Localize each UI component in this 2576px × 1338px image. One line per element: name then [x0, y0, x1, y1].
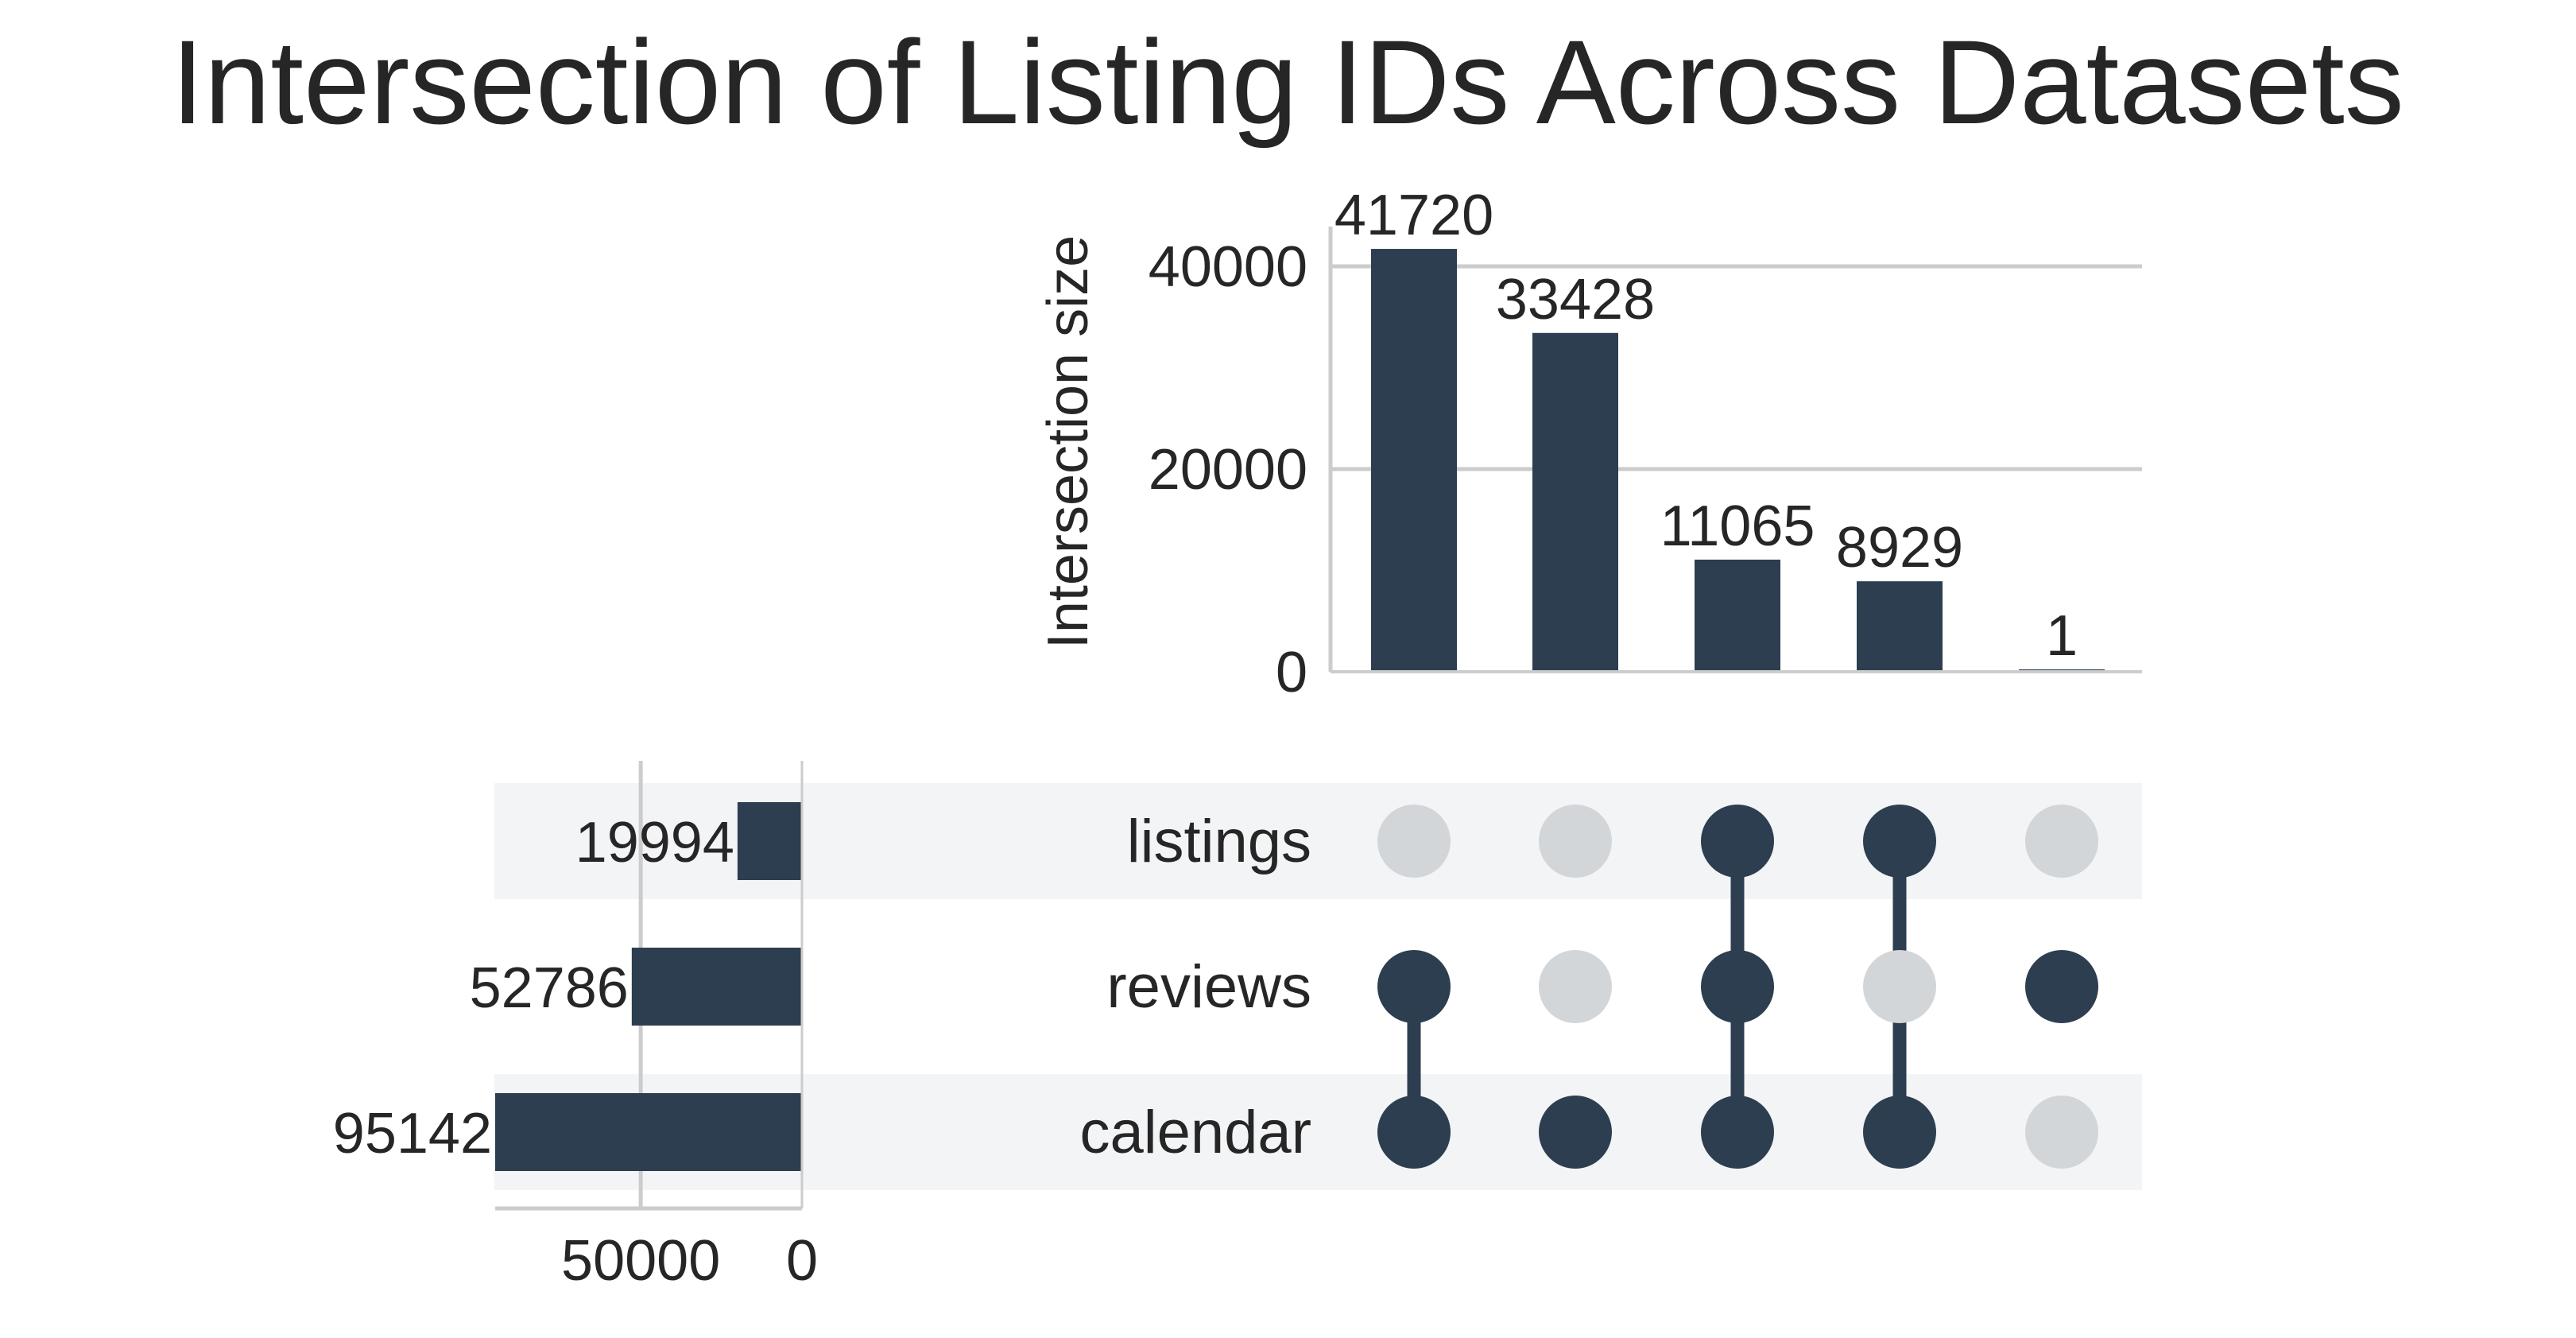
- matrix-dot-active: [2025, 950, 2098, 1023]
- matrix-dot-active: [1701, 805, 1774, 878]
- matrix-dot-inactive: [1863, 950, 1936, 1023]
- set-size-tick-label: 50000: [561, 1229, 720, 1293]
- matrix-dot-inactive: [1377, 805, 1451, 878]
- intersection-value-label: 1: [2046, 604, 2078, 668]
- set-name-label-calendar: calendar: [1079, 1099, 1311, 1166]
- chart-title: Intersection of Listing IDs Across Datas…: [171, 15, 2404, 149]
- set-size-bars: [495, 802, 802, 1171]
- y-tick-label: 20000: [1149, 438, 1307, 502]
- set-size-bar-listings: [737, 802, 802, 880]
- y-axis-label: Intersection size: [1036, 235, 1100, 649]
- intersection-bar: [1857, 581, 1943, 672]
- set-size-value-label: 19994: [575, 811, 734, 875]
- intersection-bar: [1695, 559, 1780, 672]
- set-size-bar-calendar: [495, 1093, 802, 1171]
- set-size-value-label: 95142: [333, 1102, 492, 1165]
- matrix-dot-inactive: [1539, 950, 1612, 1023]
- matrix-dot-active: [1863, 1096, 1936, 1169]
- intersection-value-label: 11065: [1660, 494, 1815, 558]
- intersection-value-label: 33428: [1496, 268, 1655, 332]
- intersection-bars: [1371, 249, 2105, 672]
- set-size-tick-label: 0: [786, 1229, 818, 1293]
- axes: [495, 227, 2142, 1211]
- matrix-dot-active: [1377, 950, 1451, 1023]
- matrix-dot-active: [1863, 805, 1936, 878]
- matrix-dot-active: [1701, 950, 1774, 1023]
- intersection-value-label: 8929: [1836, 516, 1963, 580]
- matrix-dot-inactive: [1539, 805, 1612, 878]
- intersection-matrix: [1377, 805, 2098, 1169]
- matrix-dot-active: [1377, 1096, 1451, 1169]
- set-name-label-listings: listings: [1127, 808, 1311, 875]
- intersection-bar: [1371, 249, 1457, 672]
- set-name-label-reviews: reviews: [1106, 953, 1311, 1021]
- set-size-value-label: 52786: [470, 956, 629, 1020]
- set-size-bar-reviews: [631, 948, 802, 1026]
- matrix-dot-active: [1539, 1096, 1612, 1169]
- intersection-value-label: 41720: [1334, 184, 1493, 247]
- y-tick-label: 40000: [1149, 235, 1307, 299]
- y-tick-label: 0: [1276, 641, 1307, 704]
- matrix-dot-active: [1701, 1096, 1774, 1169]
- matrix-dot-inactive: [2025, 1096, 2098, 1169]
- matrix-dot-inactive: [2025, 805, 2098, 878]
- intersection-bar: [1532, 332, 1618, 672]
